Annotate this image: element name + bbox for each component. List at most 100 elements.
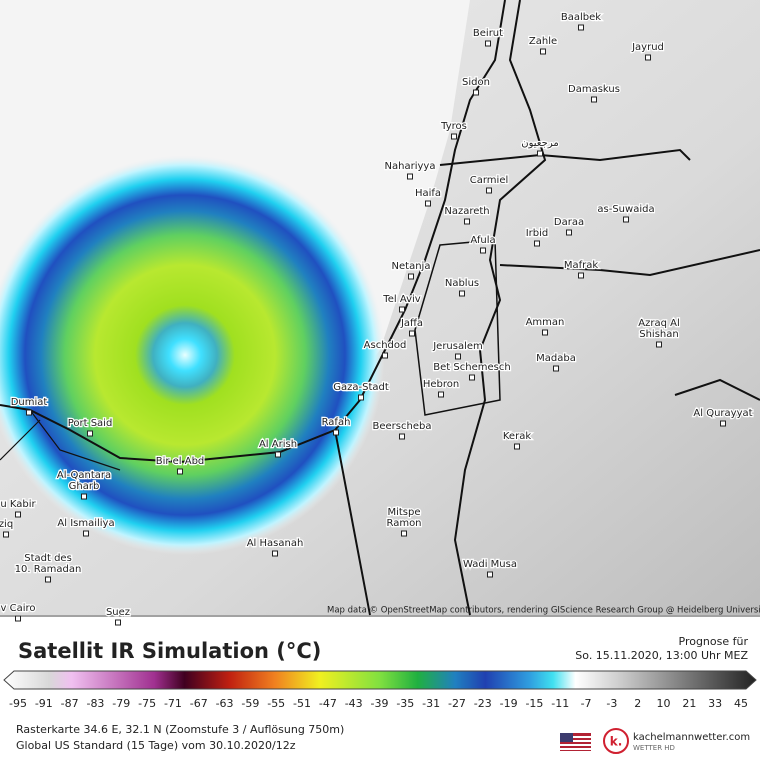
city-label: Madaba [536, 353, 576, 364]
city-marker [438, 391, 444, 398]
city-label: Jaffa [400, 318, 423, 329]
city-marker [459, 290, 465, 297]
city-label: Al Arish [259, 439, 297, 450]
city-label: Carmiel [470, 175, 509, 186]
city-marker [464, 218, 470, 225]
city-label: مرجعيون [521, 138, 558, 149]
city-marker [540, 48, 546, 55]
city-marker [553, 365, 559, 372]
city-marker [26, 409, 32, 416]
colorbar-tick-label: -3 [606, 697, 617, 710]
city-label: Tel Aviv [382, 294, 420, 305]
city-label: Ramon [386, 518, 421, 529]
city-label: Kerak [503, 431, 531, 442]
cloud-field [0, 155, 385, 555]
city-marker [455, 353, 461, 360]
colorbar-tick-label: -27 [448, 697, 466, 710]
city-label: Irbid [526, 228, 549, 239]
colorbar-tick-label: -11 [551, 697, 569, 710]
city-label: Beirut [473, 28, 503, 39]
city-marker [177, 468, 183, 475]
city-marker [578, 24, 584, 31]
city-label: 10. Ramadan [15, 564, 82, 575]
colorbar-tick-label: 33 [708, 697, 722, 710]
city-marker [83, 530, 89, 537]
attribution: Map data © OpenStreetMap contributors, r… [327, 606, 760, 616]
colorbar-tick-label: -91 [35, 697, 53, 710]
city-marker [275, 451, 281, 458]
city-marker [45, 576, 51, 583]
city-label: Shishan [639, 329, 678, 340]
colorbar-tick-label: -39 [371, 697, 389, 710]
colorbar-tick-label: -67 [190, 697, 208, 710]
city-marker [382, 352, 388, 359]
forecast-label: Prognose für [679, 635, 749, 648]
borders [0, 0, 760, 616]
city-label: Stadt des [24, 553, 72, 564]
city-marker [720, 420, 726, 427]
footer-line2: Global US Standard (15 Tage) vom 30.10.2… [16, 739, 296, 752]
city-marker [87, 430, 93, 437]
city-label: Azraq Al [638, 318, 679, 329]
logo-sub: WETTER HD [633, 744, 675, 752]
city-marker [115, 619, 121, 626]
city-label: Sidon [462, 77, 490, 88]
city-marker [451, 133, 457, 140]
city-label: Mafrak [564, 260, 599, 271]
city-marker [480, 247, 486, 254]
city-label: Nablus [445, 278, 479, 289]
city-label: Jerusalem [432, 341, 483, 352]
logo-mark: k. [610, 735, 623, 749]
city-label: Nazareth [444, 206, 489, 217]
colorbar-tick-label: -59 [241, 697, 259, 710]
colorbar-tick-label: -63 [216, 697, 234, 710]
city-marker [81, 493, 87, 500]
colorbar-tick-label: -55 [267, 697, 285, 710]
colorbar-tick-label: -79 [112, 697, 130, 710]
map: Map data © OpenStreetMap contributors, r… [0, 0, 760, 616]
city-marker [3, 531, 9, 538]
city-labels: Beirut Zahle Baalbek Jayrud Sidon Damaskus Tyr… [0, 11, 754, 626]
city-label: Gaza-Stadt [333, 382, 389, 393]
city-label: Al Ismailiya [57, 518, 114, 529]
city-marker [566, 229, 572, 236]
colorbar-tick-label: -35 [396, 697, 414, 710]
city-marker [578, 272, 584, 279]
colorbar-tick-label: 10 [657, 697, 671, 710]
city-label: Amman [526, 317, 565, 328]
city-label: Al Hasanah [247, 538, 304, 549]
city-label: Damaskus [568, 84, 620, 95]
logo-circle [603, 728, 629, 754]
city-label: Afula [470, 235, 495, 246]
colorbar-tick-label: -19 [500, 697, 518, 710]
city-label: u Kabir [0, 499, 36, 510]
city-label: Bet Schemesch [433, 362, 510, 373]
city-marker [486, 187, 492, 194]
city-marker [469, 374, 475, 381]
city-marker [656, 341, 662, 348]
colorbar-tick-label: -31 [422, 697, 440, 710]
city-marker [534, 240, 540, 247]
colorbar-tick-label: -51 [293, 697, 311, 710]
city-label: Dumiat [11, 397, 48, 408]
colorbar-tick-label: 21 [682, 697, 696, 710]
colorbar [3, 670, 757, 690]
city-marker [473, 89, 479, 96]
city-label: Netanja [392, 261, 431, 272]
city-label: Nahariyya [385, 161, 436, 172]
colorbar-tick-label: -7 [581, 697, 592, 710]
city-marker [333, 429, 339, 436]
title: Satellit IR Simulation (°C) [18, 639, 321, 663]
city-marker [591, 96, 597, 103]
city-marker [408, 273, 414, 280]
city-label: as-Suwaida [597, 204, 654, 215]
city-marker [399, 306, 405, 313]
city-label: Rafah [322, 417, 351, 428]
city-marker [645, 54, 651, 61]
city-marker [407, 173, 413, 180]
city-label: Haifa [415, 188, 441, 199]
city-label: Al-Qantara [57, 470, 111, 481]
colorbar-tick-label: -23 [474, 697, 492, 710]
